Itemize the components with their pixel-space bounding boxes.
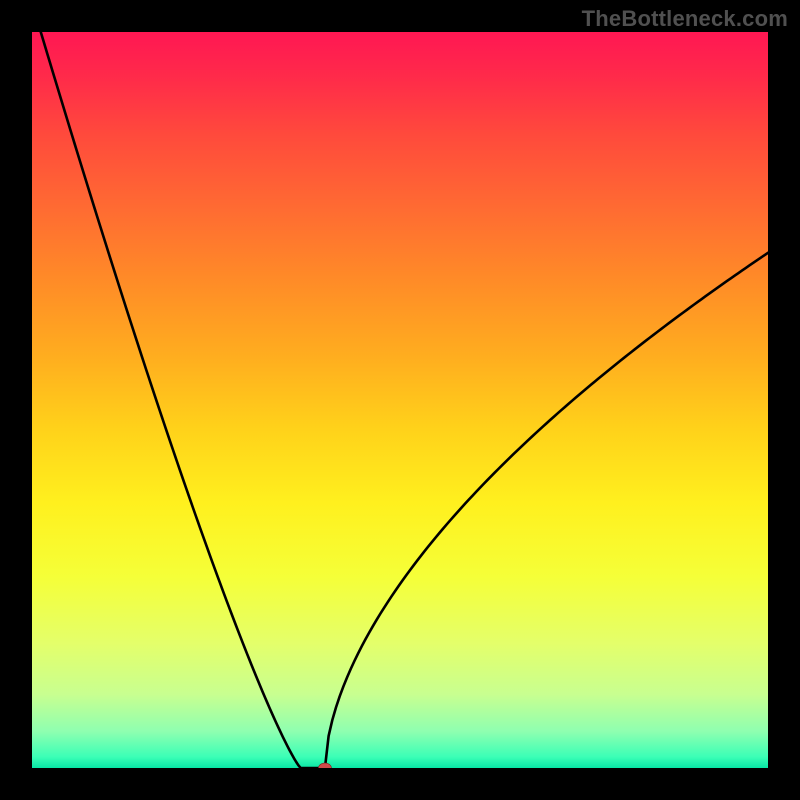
watermark-text: TheBottleneck.com: [582, 6, 788, 32]
plot-area: [32, 32, 768, 768]
chart-svg: [32, 32, 768, 768]
chart-container: TheBottleneck.com: [0, 0, 800, 800]
gradient-background: [32, 32, 768, 768]
